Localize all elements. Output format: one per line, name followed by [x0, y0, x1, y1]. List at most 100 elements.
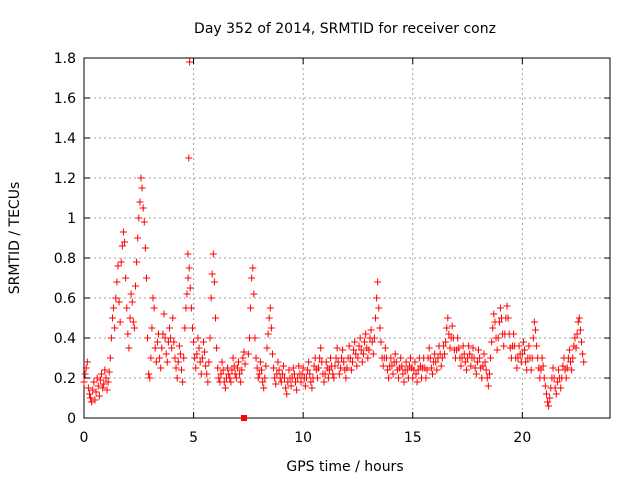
data-point — [123, 304, 131, 312]
data-point — [445, 330, 453, 338]
data-point — [466, 350, 474, 358]
data-point — [196, 358, 204, 366]
data-point — [368, 338, 376, 346]
data-point — [525, 342, 533, 350]
data-point — [467, 362, 475, 370]
data-point — [345, 342, 353, 350]
data-point — [574, 318, 582, 326]
data-point — [400, 378, 408, 386]
data-point — [226, 374, 234, 382]
data-point — [251, 334, 259, 342]
data-point — [252, 354, 260, 362]
data-point — [274, 358, 282, 366]
data-point — [160, 310, 168, 318]
data-point — [191, 354, 199, 362]
data-point — [487, 354, 495, 362]
data-point — [369, 350, 377, 358]
data-point — [140, 218, 148, 226]
data-point — [437, 362, 445, 370]
data-point — [248, 274, 256, 282]
data-point — [461, 358, 469, 366]
data-point — [167, 334, 175, 342]
data-point — [287, 382, 295, 390]
y-tick-label: 0.8 — [54, 251, 76, 267]
data-point — [358, 358, 366, 366]
data-point — [297, 378, 305, 386]
data-point — [98, 370, 106, 378]
data-point — [132, 282, 140, 290]
data-point — [130, 324, 138, 332]
data-point — [481, 358, 489, 366]
data-point — [136, 198, 144, 206]
data-point — [361, 338, 369, 346]
data-point — [395, 374, 403, 382]
data-point — [340, 358, 348, 366]
data-point — [310, 362, 318, 370]
data-point — [439, 342, 447, 350]
data-point — [397, 354, 405, 362]
data-point — [270, 364, 278, 372]
data-point — [256, 358, 264, 366]
data-point — [115, 298, 123, 306]
data-point — [135, 214, 143, 222]
data-point — [482, 366, 490, 374]
data-point — [172, 364, 180, 372]
data-point — [359, 350, 367, 358]
data-point — [438, 354, 446, 362]
data-point — [537, 366, 545, 374]
data-point — [531, 326, 539, 334]
data-point — [325, 366, 333, 374]
data-point — [238, 366, 246, 374]
data-point — [335, 370, 343, 378]
data-point — [194, 334, 202, 342]
data-point — [355, 342, 363, 350]
data-point — [316, 354, 324, 362]
data-point — [224, 364, 232, 372]
data-point — [371, 314, 379, 322]
data-point — [119, 228, 127, 236]
data-point — [540, 374, 548, 382]
data-point — [559, 362, 567, 370]
data-point — [124, 330, 132, 338]
data-point — [381, 344, 389, 352]
data-point — [373, 294, 381, 302]
data-point — [485, 370, 493, 378]
data-point — [264, 330, 272, 338]
data-point — [255, 370, 263, 378]
data-point — [262, 362, 270, 370]
data-point — [367, 326, 375, 334]
data-point — [306, 370, 314, 378]
data-point — [254, 374, 262, 382]
data-point — [538, 354, 546, 362]
data-point — [350, 346, 358, 354]
data-point — [108, 314, 116, 322]
data-point — [305, 358, 313, 366]
data-point — [186, 284, 194, 292]
data-point — [169, 314, 177, 322]
data-point — [175, 342, 183, 350]
data-point — [117, 258, 125, 266]
x-tick-labels: 0 5 10 15 20 — [80, 430, 532, 446]
data-point — [150, 304, 158, 312]
data-point — [484, 382, 492, 390]
data-point — [157, 364, 165, 372]
data-point — [153, 338, 161, 346]
data-point — [250, 290, 258, 298]
data-point — [195, 344, 203, 352]
data-point — [483, 374, 491, 382]
data-point — [185, 154, 193, 162]
data-point — [144, 334, 152, 342]
data-point — [578, 338, 586, 346]
data-point — [527, 366, 535, 374]
data-points — [80, 58, 588, 410]
data-point — [448, 322, 456, 330]
data-point — [364, 354, 372, 362]
data-point — [398, 362, 406, 370]
data-point — [116, 318, 124, 326]
data-point — [205, 358, 213, 366]
data-point — [444, 314, 452, 322]
data-point — [513, 364, 521, 372]
data-point — [457, 362, 465, 370]
data-point — [407, 354, 415, 362]
data-point — [240, 348, 248, 356]
